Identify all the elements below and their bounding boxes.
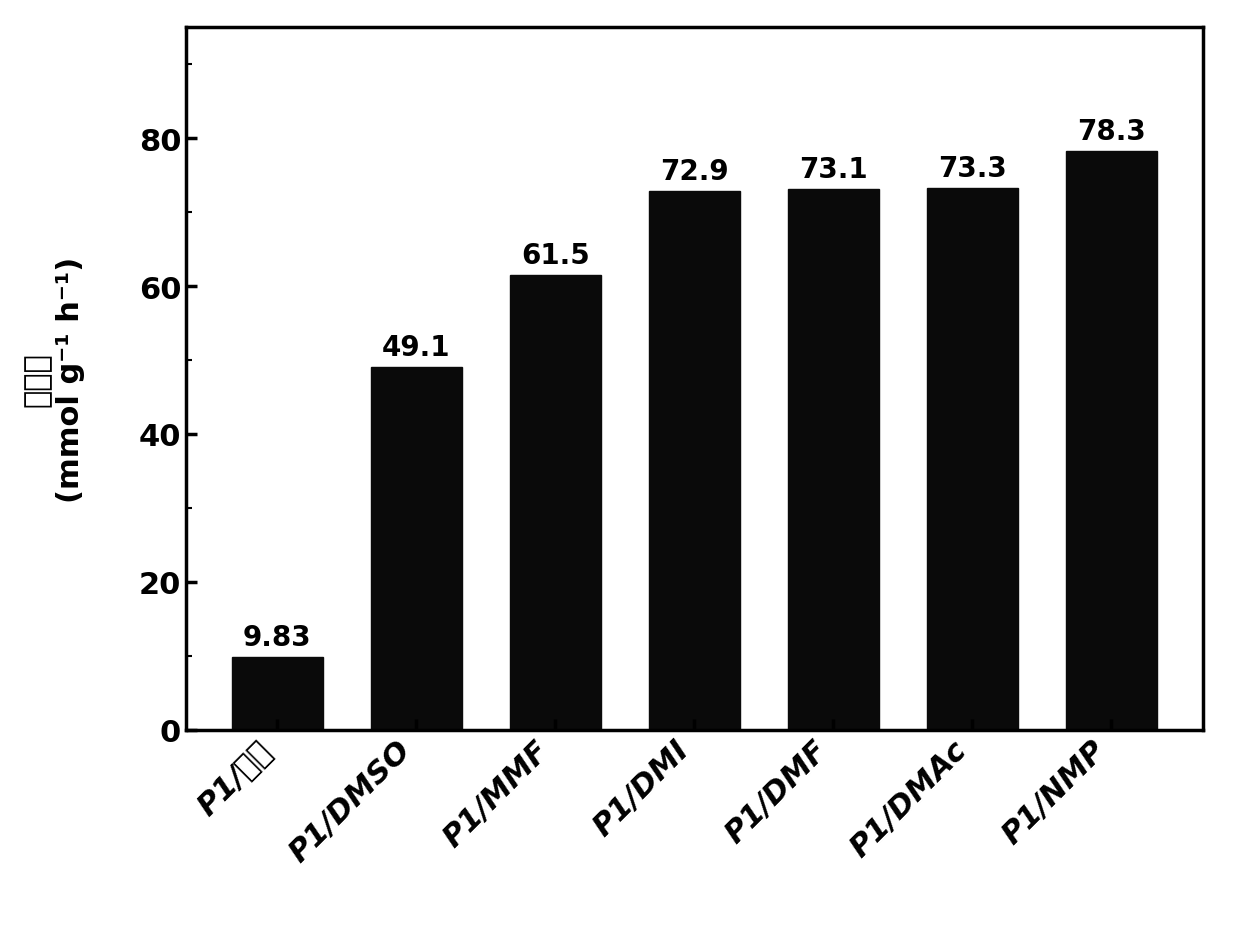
Bar — [1066, 152, 1157, 730]
Bar — [928, 188, 1018, 730]
Bar — [650, 191, 739, 730]
Bar — [232, 657, 322, 730]
Bar — [371, 367, 461, 730]
Bar — [510, 275, 600, 730]
Text: 49.1: 49.1 — [382, 333, 450, 361]
Text: 73.3: 73.3 — [937, 154, 1007, 183]
Text: 61.5: 61.5 — [521, 241, 590, 270]
Bar — [789, 190, 879, 730]
Text: 产氢率
(mmol g⁻¹ h⁻¹): 产氢率 (mmol g⁻¹ h⁻¹) — [22, 256, 86, 502]
Text: 72.9: 72.9 — [660, 157, 729, 185]
Text: 78.3: 78.3 — [1078, 118, 1146, 146]
Text: 9.83: 9.83 — [243, 623, 311, 651]
Text: 73.1: 73.1 — [799, 156, 868, 184]
